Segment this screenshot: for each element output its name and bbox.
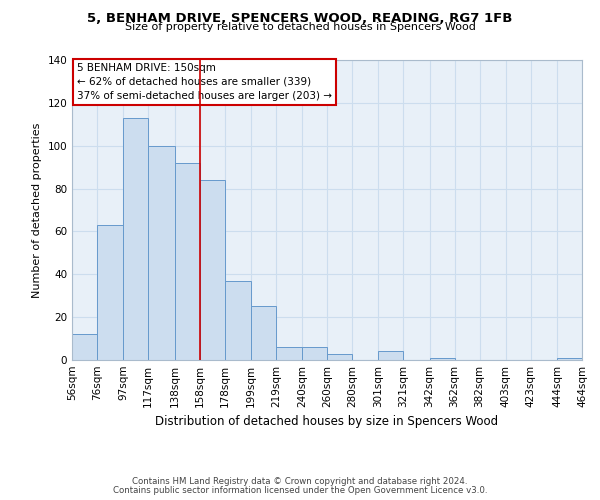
Bar xyxy=(123,118,148,360)
Bar xyxy=(276,347,302,360)
Bar xyxy=(302,347,327,360)
Bar xyxy=(72,334,97,360)
Bar xyxy=(199,180,224,360)
X-axis label: Distribution of detached houses by size in Spencers Wood: Distribution of detached houses by size … xyxy=(155,416,499,428)
Text: Contains HM Land Registry data © Crown copyright and database right 2024.: Contains HM Land Registry data © Crown c… xyxy=(132,477,468,486)
Bar xyxy=(327,354,352,360)
Y-axis label: Number of detached properties: Number of detached properties xyxy=(32,122,42,298)
Bar xyxy=(148,146,175,360)
Text: Contains public sector information licensed under the Open Government Licence v3: Contains public sector information licen… xyxy=(113,486,487,495)
Bar xyxy=(378,352,403,360)
Bar xyxy=(175,163,199,360)
Bar xyxy=(557,358,582,360)
Text: 5, BENHAM DRIVE, SPENCERS WOOD, READING, RG7 1FB: 5, BENHAM DRIVE, SPENCERS WOOD, READING,… xyxy=(88,12,512,26)
Bar xyxy=(224,280,251,360)
Text: 5 BENHAM DRIVE: 150sqm
← 62% of detached houses are smaller (339)
37% of semi-de: 5 BENHAM DRIVE: 150sqm ← 62% of detached… xyxy=(77,63,332,101)
Bar xyxy=(251,306,276,360)
Bar xyxy=(97,225,123,360)
Text: Size of property relative to detached houses in Spencers Wood: Size of property relative to detached ho… xyxy=(125,22,475,32)
Bar xyxy=(430,358,455,360)
